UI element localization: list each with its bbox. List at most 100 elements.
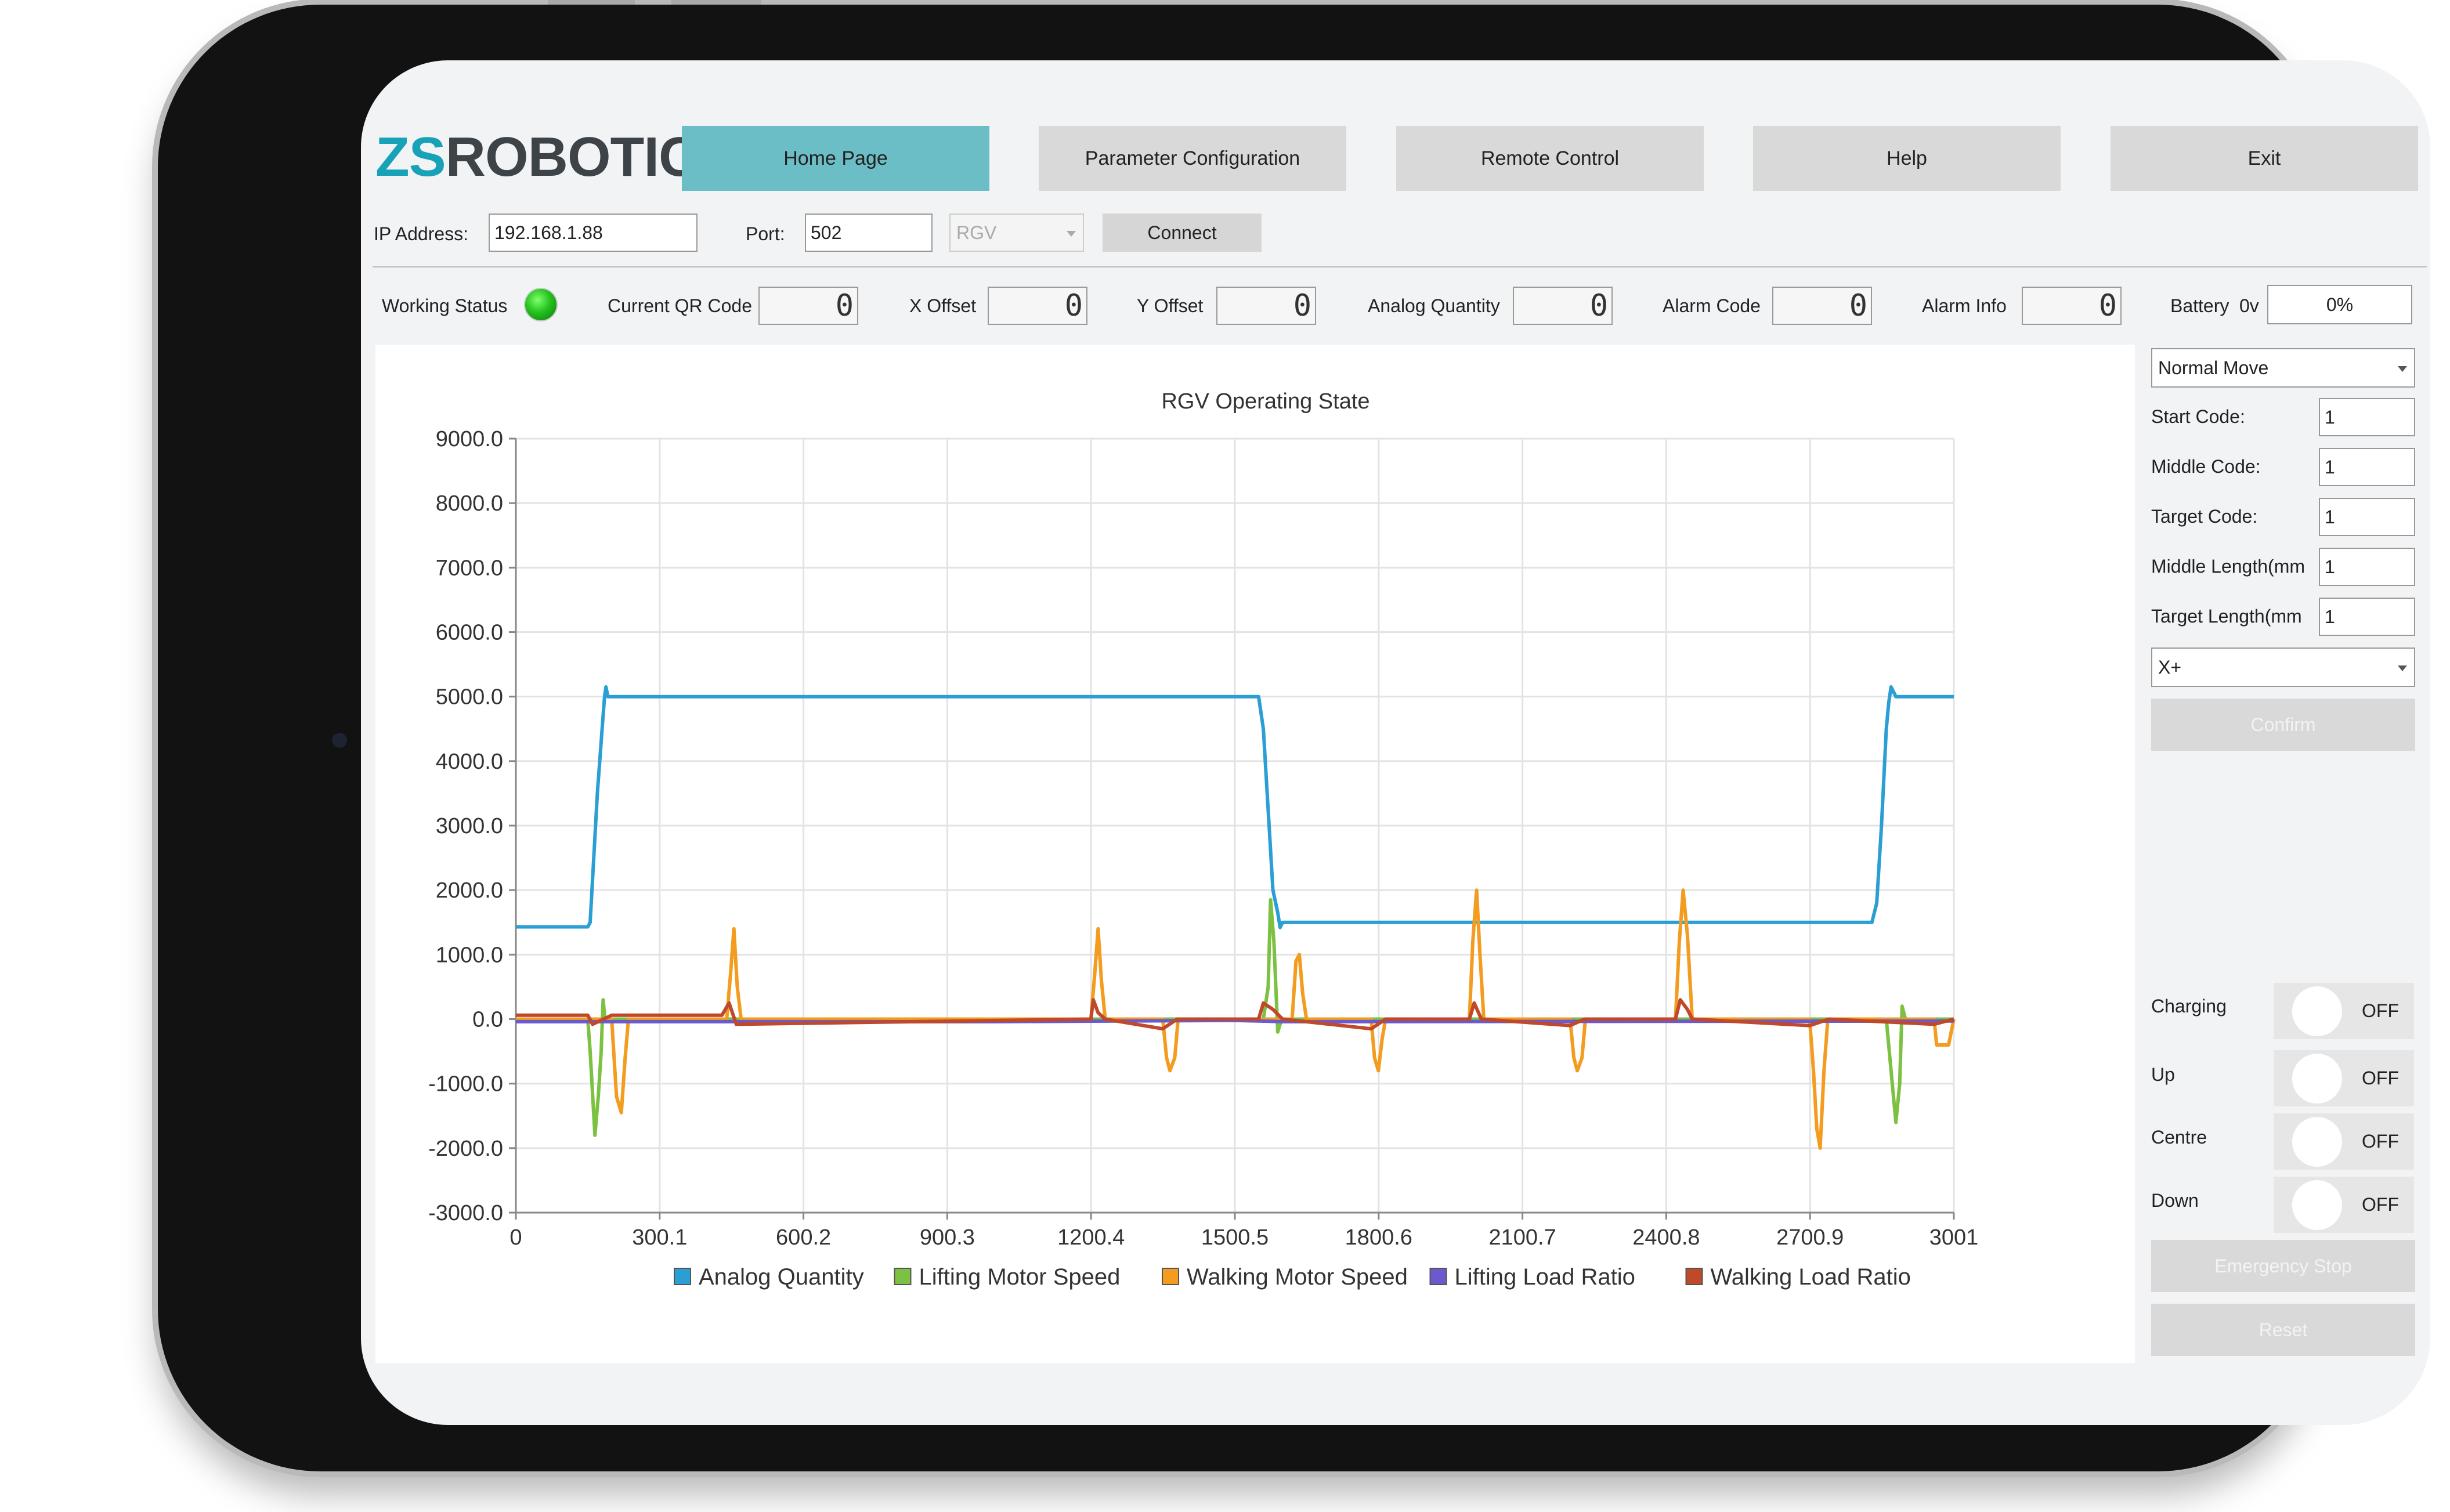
current-qr-code-label: Current QR Code xyxy=(608,295,752,316)
legend-swatch xyxy=(674,1268,691,1285)
chevron-down-icon xyxy=(1067,231,1076,237)
target-length-label: Target Length(mm xyxy=(2151,606,2302,627)
y-tick-label: 0.0 xyxy=(472,1008,503,1032)
target-code-input[interactable]: 1 xyxy=(2319,498,2415,536)
toggle-knob xyxy=(2292,986,2342,1036)
y-tick-label: 8000.0 xyxy=(436,491,503,516)
start-code-label: Start Code: xyxy=(2151,406,2245,427)
toggle-knob xyxy=(2292,1117,2342,1167)
y-tick-label: -2000.0 xyxy=(428,1137,503,1161)
y-tick-label: -1000.0 xyxy=(428,1072,503,1097)
legend-swatch xyxy=(1162,1268,1179,1285)
target-length-input[interactable]: 1 xyxy=(2319,598,2415,636)
status-led-icon xyxy=(524,288,558,321)
tablet-hardware-button xyxy=(548,0,635,5)
alarm-code-label: Alarm Code xyxy=(1663,295,1761,316)
chart-panel: RGV Operating State 0 300.1 600.2 900.3 1200… xyxy=(375,345,2135,1363)
x-tick-label: 600.2 xyxy=(776,1225,831,1250)
x-tick-label: 1500.5 xyxy=(1201,1225,1269,1250)
x-offset-label: X Offset xyxy=(909,295,977,316)
y-tick-label: 3000.0 xyxy=(436,814,503,838)
charging-label: Charging xyxy=(2151,996,2227,1017)
nav-help-button[interactable]: Help xyxy=(1753,126,2061,191)
middle-length-label: Middle Length(mm xyxy=(2151,556,2305,577)
middle-code-label: Middle Code: xyxy=(2151,456,2261,477)
alarm-info-display: 0 xyxy=(2022,287,2122,325)
charging-toggle-state: OFF xyxy=(2362,1000,2399,1021)
y-tick-label: -3000.0 xyxy=(428,1201,503,1225)
start-code-input[interactable]: 1 xyxy=(2319,398,2415,436)
port-input[interactable]: 502 xyxy=(805,214,933,252)
y-tick-label: 5000.0 xyxy=(436,685,503,710)
x-tick-label: 3001 xyxy=(1929,1225,1979,1250)
ip-address-input[interactable]: 192.168.1.88 xyxy=(489,214,698,252)
nav-remote-control-button[interactable]: Remote Control xyxy=(1396,126,1704,191)
y-tick-label: 9000.0 xyxy=(436,427,503,451)
direction-select[interactable]: X+ xyxy=(2151,648,2415,687)
toggle-knob xyxy=(2292,1180,2342,1230)
x-tick-label: 2100.7 xyxy=(1488,1225,1556,1250)
nav-parameter-configuration-button[interactable]: Parameter Configuration xyxy=(1039,126,1346,191)
nav-exit-button[interactable]: Exit xyxy=(2111,126,2418,191)
series-line-lifting-motor-speed xyxy=(516,898,1954,1137)
device-type-value: RGV xyxy=(956,222,997,243)
x-tick-label: 2400.8 xyxy=(1632,1225,1700,1250)
y-tick-label: 2000.0 xyxy=(436,878,503,903)
centre-toggle[interactable]: OFF xyxy=(2274,1113,2414,1170)
x-tick-label: 300.1 xyxy=(632,1225,687,1250)
centre-toggle-state: OFF xyxy=(2362,1131,2399,1152)
middle-length-input[interactable]: 1 xyxy=(2319,548,2415,586)
battery-percent-field: 0% xyxy=(2267,285,2412,324)
connect-button[interactable]: Connect xyxy=(1103,214,1262,252)
confirm-button[interactable]: Confirm xyxy=(2151,699,2415,751)
y-offset-display: 0 xyxy=(1216,287,1316,325)
legend-swatch xyxy=(1429,1268,1447,1285)
camera-icon xyxy=(332,733,347,748)
app-screen: ZSROBOTICS Home Page Parameter Configura… xyxy=(361,60,2430,1425)
down-toggle[interactable]: OFF xyxy=(2274,1177,2414,1233)
device-type-select[interactable]: RGV xyxy=(949,214,1084,252)
toggle-knob xyxy=(2292,1054,2342,1104)
series-line-analog-quantity xyxy=(516,685,1954,929)
tablet-frame: ZSROBOTICS Home Page Parameter Configura… xyxy=(158,0,2430,1471)
middle-code-input[interactable]: 1 xyxy=(2319,448,2415,486)
battery-label: Battery xyxy=(2170,295,2229,316)
battery-voltage: 0v xyxy=(2239,295,2259,316)
ip-address-label: IP Address: xyxy=(374,223,469,244)
rgv-operating-state-chart: RGV Operating State 0 300.1 600.2 900.3 1200… xyxy=(428,389,1979,1290)
legend-swatch xyxy=(894,1268,912,1285)
nav-home-page-button[interactable]: Home Page xyxy=(682,126,989,191)
alarm-code-display: 0 xyxy=(1772,287,1872,325)
series-line-walking-load-ratio xyxy=(516,998,1954,1031)
chart-title: RGV Operating State xyxy=(1161,389,1369,414)
chevron-down-icon xyxy=(2398,366,2407,372)
zs-robotics-logo: ZSROBOTICS xyxy=(375,125,735,189)
direction-value: X+ xyxy=(2158,656,2182,678)
analog-quantity-label: Analog Quantity xyxy=(1368,295,1500,316)
move-mode-select[interactable]: Normal Move xyxy=(2151,348,2415,388)
up-toggle-state: OFF xyxy=(2362,1068,2399,1088)
alarm-info-label: Alarm Info xyxy=(1922,295,2007,316)
logo-zs-text: ZS xyxy=(375,126,446,188)
charging-toggle[interactable]: OFF xyxy=(2274,983,2414,1039)
legend-label: Analog Quantity xyxy=(699,1264,864,1290)
x-tick-label: 1800.6 xyxy=(1345,1225,1412,1250)
x-tick-label: 900.3 xyxy=(920,1225,975,1250)
legend-label: Walking Load Ratio xyxy=(1711,1264,1911,1290)
x-tick-label: 0 xyxy=(509,1225,522,1250)
up-toggle[interactable]: OFF xyxy=(2274,1050,2414,1106)
x-offset-display: 0 xyxy=(988,287,1087,325)
legend-swatch xyxy=(1685,1268,1703,1285)
y-tick-label: 7000.0 xyxy=(436,556,503,580)
y-offset-label: Y Offset xyxy=(1137,295,1204,316)
reset-button[interactable]: Reset xyxy=(2151,1304,2415,1356)
chevron-down-icon xyxy=(2398,665,2407,671)
y-tick-label: 1000.0 xyxy=(436,943,503,967)
y-tick-label: 6000.0 xyxy=(436,621,503,645)
legend-label: Walking Motor Speed xyxy=(1187,1264,1408,1290)
emergency-stop-button[interactable]: Emergency Stop xyxy=(2151,1240,2415,1292)
move-mode-value: Normal Move xyxy=(2158,357,2269,378)
header-divider xyxy=(373,266,2427,267)
analog-quantity-display: 0 xyxy=(1513,287,1613,325)
legend-label: Lifting Load Ratio xyxy=(1455,1264,1635,1290)
